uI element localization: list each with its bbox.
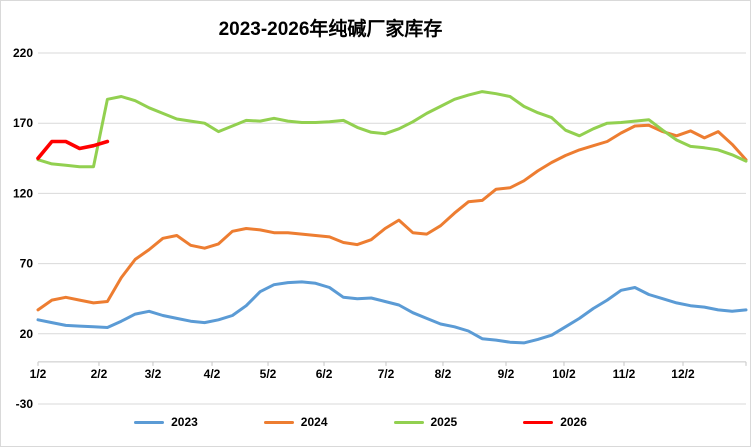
x-tick-label: 7/2 (378, 367, 395, 381)
legend-item-2025: 2025 (393, 415, 458, 429)
legend-label: 2024 (300, 415, 328, 429)
x-tick-label: 8/2 (435, 367, 452, 381)
x-tick-label: 2/2 (91, 367, 108, 381)
legend-swatch-2026 (523, 420, 554, 424)
y-tick-label: 220 (13, 46, 33, 60)
legend-item-2024: 2024 (263, 415, 328, 429)
legend-swatch-2024 (263, 420, 294, 424)
x-tick-label: 10/2 (552, 367, 576, 381)
series-line-2023 (36, 280, 748, 345)
legend-label: 2026 (560, 415, 587, 429)
series-line-2024 (36, 123, 748, 312)
x-tick-label: 11/2 (613, 367, 636, 381)
legend: 2023 2024 2025 2026 (1, 415, 720, 429)
x-tick-label: 4/2 (204, 367, 221, 381)
legend-swatch-2025 (393, 420, 424, 424)
x-tick-label: 6/2 (316, 367, 333, 381)
x-tick-label: 9/2 (498, 367, 515, 381)
x-tick-label: 5/2 (260, 367, 277, 381)
y-tick-label: 120 (13, 186, 33, 200)
legend-swatch-2023 (134, 420, 165, 424)
x-tick-label: 3/2 (145, 367, 162, 381)
series-line-2025 (36, 90, 748, 169)
legend-item-2023: 2023 (134, 415, 198, 429)
y-tick-label: 170 (13, 116, 33, 130)
chart-title: 2023-2026年纯碱厂家库存 (218, 19, 443, 40)
y-tick-label: -30 (16, 397, 34, 411)
x-tick-label: 1/2 (30, 367, 47, 381)
y-tick-label: 70 (20, 257, 34, 271)
x-tick-label: 12/2 (671, 367, 695, 381)
legend-item-2026: 2026 (523, 415, 587, 429)
legend-label: 2025 (430, 415, 458, 429)
legend-label: 2023 (171, 415, 198, 429)
y-tick-label: 20 (20, 327, 34, 341)
series-line-2026 (36, 139, 110, 161)
